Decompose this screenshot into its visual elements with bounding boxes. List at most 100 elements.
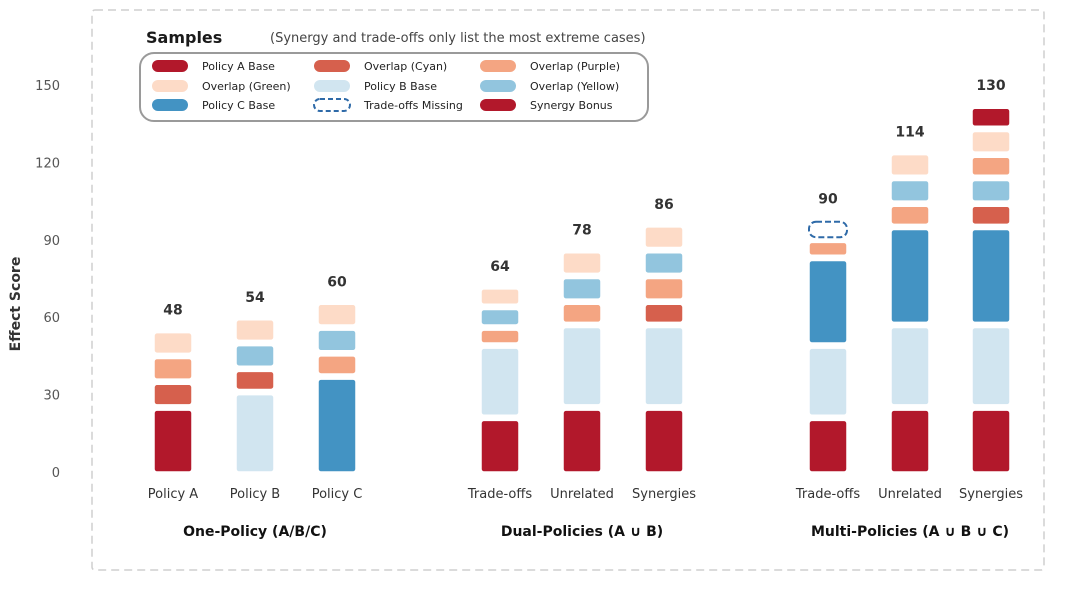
group-label: One-Policy (A/B/C) xyxy=(183,524,327,540)
bar-stack: 90 xyxy=(808,192,848,473)
bar-segment-overlap-green xyxy=(480,288,520,306)
bar-stack: 130 xyxy=(971,78,1011,473)
legend-label-p: Overlap (Purple) xyxy=(530,60,620,73)
bar-stack: 114 xyxy=(890,125,930,473)
bar-total-label: 114 xyxy=(895,125,924,141)
bar-segment-overlap-green xyxy=(644,226,684,249)
y-tick-label: 30 xyxy=(43,389,60,404)
group-labels: One-Policy (A/B/C) Dual-Policies (A ∪ B) M… xyxy=(183,524,1009,540)
legend-label-tm: Trade-offs Missing xyxy=(363,99,463,112)
legend-swatch-cy xyxy=(314,60,350,72)
legend-swatch-tm xyxy=(313,98,351,112)
bar-segment-overlap-cyan xyxy=(153,383,193,406)
bar-segment-overlap-yellow xyxy=(971,179,1011,202)
legend-label-y: Overlap (Yellow) xyxy=(530,80,619,93)
bar-segment-overlap-green xyxy=(235,319,275,342)
y-tick-label: 120 xyxy=(35,156,60,171)
bar-stack: 64 xyxy=(480,259,520,473)
bar-segment-overlap-purple xyxy=(480,329,520,344)
bar-segment-overlap-yellow xyxy=(480,308,520,326)
legend-label-b: Policy B Base xyxy=(364,80,437,93)
bar-segment-policy-a-base xyxy=(971,409,1011,473)
bar-stack: 86 xyxy=(644,197,684,473)
category-labels: Policy A Policy B Policy C Trade-offs Unrela… xyxy=(148,487,1023,502)
bar-stack: 54 xyxy=(235,290,275,473)
bar-segment-overlap-purple xyxy=(808,241,848,257)
bar-stack: 48 xyxy=(153,303,193,473)
bar-segment-overlap-green xyxy=(317,303,357,326)
y-tick-label: 0 xyxy=(52,466,60,481)
group-label: Dual-Policies (A ∪ B) xyxy=(501,524,663,540)
bar-segment-overlap-purple xyxy=(153,357,193,380)
legend-label-s: Synergy Bonus xyxy=(530,99,613,112)
bar-total-label: 90 xyxy=(818,192,838,208)
bar-segment-overlap-cyan xyxy=(644,303,684,324)
legend-swatch-g xyxy=(152,80,188,92)
bar-total-label: 54 xyxy=(245,290,265,306)
bar-segment-policy-b-base xyxy=(808,347,848,416)
bar-segment-overlap-green xyxy=(890,153,930,177)
legend-swatch-p xyxy=(480,60,516,72)
bar-segment-overlap-cyan xyxy=(235,370,275,391)
x-tick-label: Policy C xyxy=(312,487,363,502)
bar-segment-policy-a-base xyxy=(808,419,848,473)
bar-segment-overlap-green xyxy=(971,130,1011,153)
legend: Policy A Base Overlap (Green) Policy C Bas… xyxy=(139,52,649,122)
y-axis-label: Effect Score xyxy=(8,257,24,352)
bar-segment-overlap-purple xyxy=(890,205,930,226)
bar-segment-policy-c-base xyxy=(971,228,1011,324)
group-label: Multi-Policies (A ∪ B ∪ C) xyxy=(811,524,1009,540)
bar-segment-overlap-yellow xyxy=(644,251,684,275)
bar-segment-overlap-yellow xyxy=(235,344,275,367)
bar-segment-overlap-purple xyxy=(317,355,357,375)
bar-segment-trade-offs-missing xyxy=(808,220,848,239)
legend-swatch-c xyxy=(152,99,188,111)
bar-segment-policy-c-base xyxy=(808,259,848,344)
y-tick-label: 90 xyxy=(43,234,60,249)
legend-swatch-b xyxy=(314,80,350,92)
legend-label-g: Overlap (Green) xyxy=(202,80,291,93)
y-tick-label: 150 xyxy=(35,79,60,94)
bar-segment-overlap-purple xyxy=(562,303,602,324)
bar-segment-policy-c-base xyxy=(317,378,357,473)
bar-segment-overlap-purple xyxy=(971,156,1011,177)
bar-segment-overlap-yellow xyxy=(317,329,357,352)
x-tick-label: Policy A xyxy=(148,487,199,502)
x-tick-label: Trade-offs xyxy=(795,487,860,502)
legend-swatch-s xyxy=(480,99,516,111)
x-tick-label: Synergies xyxy=(632,487,696,502)
bar-total-label: 64 xyxy=(490,259,510,275)
x-tick-label: Unrelated xyxy=(878,487,942,502)
chart-subtitle: (Synergy and trade-offs only list the mo… xyxy=(270,31,646,46)
y-axis: 0 30 60 90 120 150 xyxy=(35,79,60,481)
x-tick-label: Trade-offs xyxy=(467,487,532,502)
bar-segment-policy-b-base xyxy=(562,326,602,406)
chart-frame xyxy=(91,9,1045,571)
x-tick-label: Unrelated xyxy=(550,487,614,502)
y-tick-label: 60 xyxy=(43,311,60,326)
bar-total-label: 60 xyxy=(327,274,347,290)
bar-segment-policy-c-base xyxy=(890,228,930,324)
bar-stack: 78 xyxy=(562,223,602,473)
bar-total-label: 78 xyxy=(572,223,591,239)
bars: 48 54 60 64 78 86 90 114 130 xyxy=(153,78,1011,473)
bar-segment-synergy-bonus xyxy=(971,107,1011,128)
bar-segment-overlap-purple xyxy=(644,277,684,300)
chart-title: Samples xyxy=(146,28,222,47)
bar-segment-policy-a-base xyxy=(153,409,193,473)
bar-stack: 60 xyxy=(317,274,357,473)
bar-segment-overlap-green xyxy=(562,251,602,275)
legend-swatch-y xyxy=(480,80,516,92)
bar-segment-policy-b-base xyxy=(971,326,1011,406)
legend-swatch-a xyxy=(152,60,188,72)
bar-segment-policy-b-base xyxy=(890,326,930,406)
bar-total-label: 86 xyxy=(654,197,673,213)
bar-segment-policy-b-base xyxy=(480,347,520,416)
bar-total-label: 130 xyxy=(976,78,1005,94)
bar-segment-overlap-green xyxy=(153,331,193,355)
legend-label-c: Policy C Base xyxy=(202,99,275,112)
bar-segment-policy-a-base xyxy=(890,409,930,473)
x-tick-label: Policy B xyxy=(230,487,280,502)
bar-segment-policy-a-base xyxy=(480,419,520,473)
